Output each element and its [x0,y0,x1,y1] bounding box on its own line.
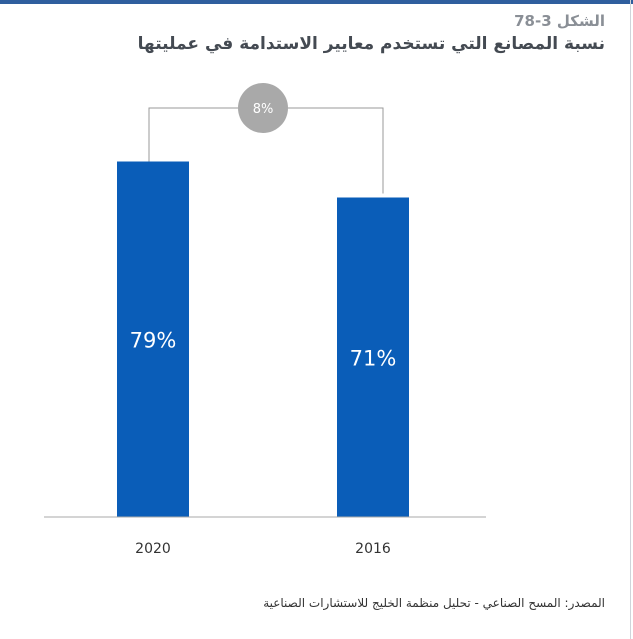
figure-label: الشكل 3-78 [514,12,605,30]
bar-2016 [337,197,409,517]
difference-label: 8% [253,102,274,117]
right-border [630,0,631,639]
connector-line-left [148,107,238,162]
x-tick-label-2020: 2020 [135,541,171,557]
x-tick-label-2016: 2016 [355,541,391,557]
top-accent-bar [0,0,633,4]
difference-bubble [238,83,288,133]
data-label-2016: 71% [350,346,397,370]
connector-line-right [288,107,384,194]
source-note: المصدر: المسح الصناعي - تحليل منظمة الخل… [263,596,605,610]
data-label-2020: 79% [130,328,177,352]
bar-2020 [117,161,189,517]
chart-title: نسبة المصانع التي تستخدم معايير الاستدام… [137,34,605,54]
